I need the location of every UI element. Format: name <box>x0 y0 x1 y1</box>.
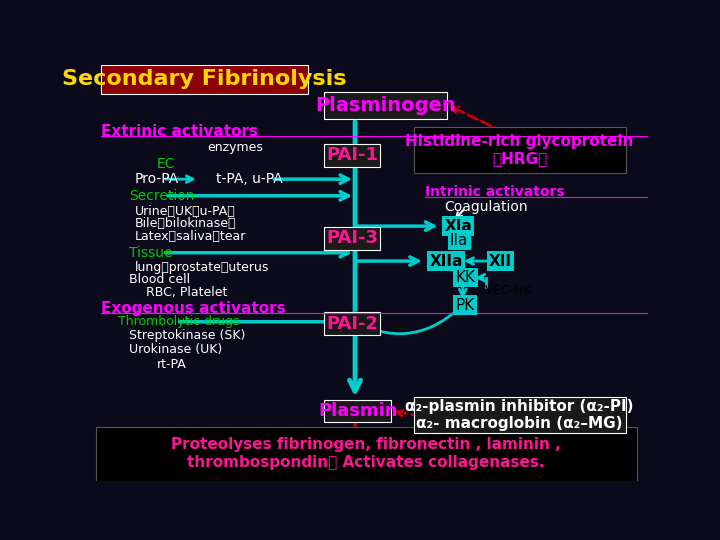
Text: KK: KK <box>456 270 475 285</box>
Text: Histidine-rich glycoprotein
（HRG）: Histidine-rich glycoprotein （HRG） <box>405 134 634 166</box>
FancyBboxPatch shape <box>324 92 447 119</box>
Text: lung、prostate、uterus: lung、prostate、uterus <box>135 261 269 274</box>
Text: Urokinase (UK): Urokinase (UK) <box>129 343 222 356</box>
Text: PAI-1: PAI-1 <box>326 146 378 164</box>
FancyBboxPatch shape <box>413 397 626 433</box>
Text: Streptokinase (SK): Streptokinase (SK) <box>129 329 246 342</box>
Text: Thrombolytic drugs: Thrombolytic drugs <box>118 315 239 328</box>
Text: RBC, Platelet: RBC, Platelet <box>145 286 228 299</box>
Text: PAI-2: PAI-2 <box>326 315 378 333</box>
Text: Coagulation: Coagulation <box>444 200 528 214</box>
Text: Proteolyses fibrinogen, fibronectin , laminin ,
thrombospondin； Activates collag: Proteolyses fibrinogen, fibronectin , la… <box>171 437 561 470</box>
Text: Tissue: Tissue <box>129 246 173 260</box>
Text: PAI-3: PAI-3 <box>326 230 378 247</box>
FancyBboxPatch shape <box>101 65 307 94</box>
FancyBboxPatch shape <box>324 227 380 250</box>
FancyBboxPatch shape <box>324 400 392 422</box>
Text: enzymes: enzymes <box>207 141 263 154</box>
Text: Urine（UK，u-PA）: Urine（UK，u-PA） <box>135 205 235 218</box>
Text: Pro-PA: Pro-PA <box>135 172 179 186</box>
Text: Plasminogen: Plasminogen <box>315 96 456 115</box>
Text: PK: PK <box>456 298 474 313</box>
Text: XIIa: XIIa <box>429 254 463 268</box>
Text: Extrinic activators: Extrinic activators <box>101 124 258 139</box>
FancyBboxPatch shape <box>324 312 380 335</box>
Text: IIa: IIa <box>450 233 468 248</box>
FancyBboxPatch shape <box>413 127 626 173</box>
Text: Secretion: Secretion <box>129 189 194 203</box>
Text: Exogenous activators: Exogenous activators <box>101 301 286 315</box>
Text: α₂-plasmin inhibitor (α₂-PI)
α₂- macroglobin (α₂–MG): α₂-plasmin inhibitor (α₂-PI) α₂- macrogl… <box>405 399 634 431</box>
Text: XIa: XIa <box>444 219 472 234</box>
Text: Latex、saliva、tear: Latex、saliva、tear <box>135 230 246 242</box>
Text: Secondary Fibrinolysis: Secondary Fibrinolysis <box>62 69 346 89</box>
FancyBboxPatch shape <box>96 427 637 481</box>
FancyBboxPatch shape <box>324 144 380 167</box>
Text: rt-PA: rt-PA <box>157 357 186 370</box>
Text: VEC-HK: VEC-HK <box>485 284 532 296</box>
Text: t-PA, u-PA: t-PA, u-PA <box>215 172 282 186</box>
Text: Plasmin: Plasmin <box>318 402 397 420</box>
Text: XII: XII <box>489 254 512 268</box>
Text: EC: EC <box>157 157 176 171</box>
Text: Intrinic activators: Intrinic activators <box>425 185 564 199</box>
Text: Bile（bilokinase）: Bile（bilokinase） <box>135 217 236 230</box>
Text: Blood cell: Blood cell <box>129 273 190 286</box>
